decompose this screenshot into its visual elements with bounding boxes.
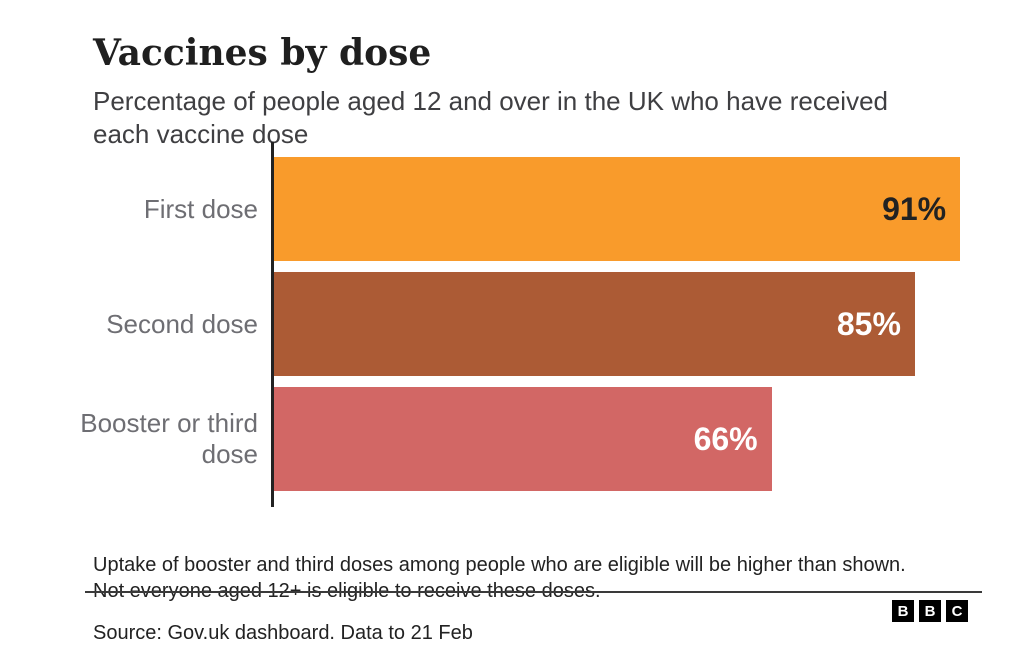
source-text: Source: Gov.uk dashboard. Data to 21 Feb xyxy=(93,622,473,644)
bar-row: 91% xyxy=(274,157,1028,261)
bar-value-label: 66% xyxy=(693,420,758,457)
y-axis-line xyxy=(271,142,274,507)
bbc-logo-letter: B xyxy=(892,600,914,622)
bbc-logo-letter: C xyxy=(946,600,968,622)
category-label: Second dose xyxy=(106,308,258,339)
bbc-logo-letter: B xyxy=(919,600,941,622)
bar-row: 85% xyxy=(274,272,1028,376)
bbc-logo: B B C xyxy=(892,600,968,622)
bar-value-label: 91% xyxy=(882,190,947,227)
bar: 91% xyxy=(274,157,961,261)
bar-row: 66% xyxy=(274,387,1028,491)
category-labels: First dose Second dose Booster or third … xyxy=(70,157,258,502)
category-label: First dose xyxy=(143,193,258,224)
divider xyxy=(85,591,982,593)
category-label: Booster or third dose xyxy=(80,408,258,469)
footnote: Uptake of booster and third doses among … xyxy=(93,554,906,602)
bar: 85% xyxy=(274,272,915,376)
bar: 66% xyxy=(274,387,772,491)
bar-value-label: 85% xyxy=(836,305,901,342)
page-title: Vaccines by dose xyxy=(93,32,432,75)
bar-chart: 91% 85% 66% xyxy=(274,157,1028,502)
page-subtitle: Percentage of people aged 12 and over in… xyxy=(93,86,888,149)
